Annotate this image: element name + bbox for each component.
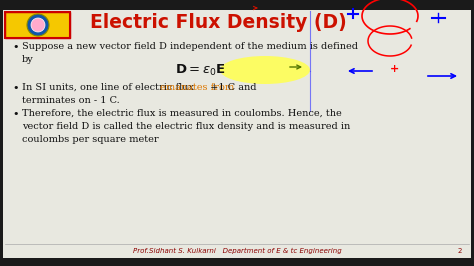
Text: vector field D is called the electric flux density and is measured in: vector field D is called the electric fl… bbox=[22, 122, 350, 131]
Text: +: + bbox=[391, 64, 400, 74]
Text: •: • bbox=[12, 42, 18, 52]
Text: Suppose a new vector field D independent of the medium is defined: Suppose a new vector field D independent… bbox=[22, 42, 358, 51]
Text: •: • bbox=[12, 83, 18, 93]
Text: Therefore, the electric flux is measured in coulombs. Hence, the: Therefore, the electric flux is measured… bbox=[22, 109, 342, 118]
Ellipse shape bbox=[220, 56, 310, 84]
Text: +1 C and: +1 C and bbox=[207, 83, 256, 92]
Circle shape bbox=[27, 14, 49, 36]
Text: Electric Flux Density (D): Electric Flux Density (D) bbox=[90, 13, 347, 32]
Text: terminates on - 1 C.: terminates on - 1 C. bbox=[22, 96, 120, 105]
Text: In SI units, one line of electric flux: In SI units, one line of electric flux bbox=[22, 83, 197, 92]
Text: emanates from: emanates from bbox=[161, 83, 235, 92]
FancyBboxPatch shape bbox=[5, 12, 70, 38]
Text: •: • bbox=[12, 109, 18, 119]
Text: Prof.Sidhant S. Kulkarni   Department of E & tc Engineering: Prof.Sidhant S. Kulkarni Department of E… bbox=[133, 248, 341, 254]
Circle shape bbox=[31, 18, 45, 32]
Text: coulombs per square meter: coulombs per square meter bbox=[22, 135, 159, 144]
Text: $\mathbf{D} = \varepsilon_0\mathbf{E}$: $\mathbf{D} = \varepsilon_0\mathbf{E}$ bbox=[175, 63, 226, 78]
Text: 2: 2 bbox=[457, 248, 462, 254]
Text: by: by bbox=[22, 55, 34, 64]
FancyBboxPatch shape bbox=[3, 10, 471, 258]
